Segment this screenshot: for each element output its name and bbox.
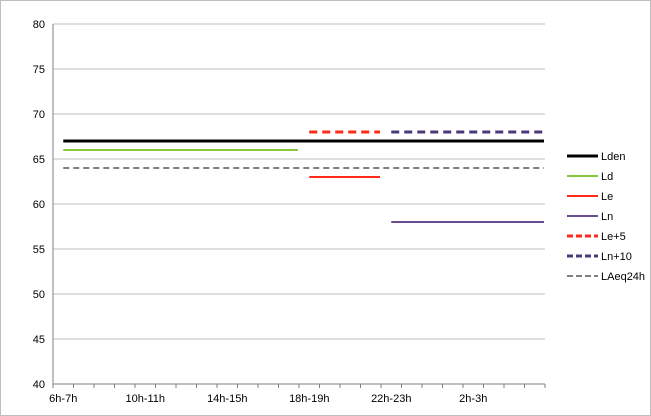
y-tick-label-55: 55 — [33, 244, 45, 256]
legend-label-le-5: Le+5 — [601, 231, 626, 243]
legend-label-ln-10: Ln+10 — [601, 251, 632, 263]
x-tick-label-2h-3h: 2h-3h — [459, 393, 487, 405]
y-tick-label-40: 40 — [33, 379, 45, 391]
x-tick-label-18h-19h: 18h-19h — [289, 393, 329, 405]
y-tick-label-45: 45 — [33, 334, 45, 346]
y-tick-label-65: 65 — [33, 154, 45, 166]
legend-label-ln: Ln — [601, 211, 613, 223]
x-tick-label-14h-15h: 14h-15h — [207, 393, 247, 405]
legend-label-le: Le — [601, 191, 613, 203]
legend-label-lden: Lden — [601, 151, 625, 163]
y-tick-label-50: 50 — [33, 289, 45, 301]
y-tick-label-60: 60 — [33, 199, 45, 211]
x-tick-label-22h-23h: 22h-23h — [371, 393, 411, 405]
y-tick-label-70: 70 — [33, 109, 45, 121]
x-tick-label-10h-11h: 10h-11h — [125, 393, 165, 405]
legend-label-ld: Ld — [601, 171, 613, 183]
y-tick-label-75: 75 — [33, 64, 45, 76]
x-tick-label-6h-7h: 6h-7h — [49, 393, 77, 405]
y-tick-label-80: 80 — [33, 19, 45, 31]
legend-label-laeq24h: LAeq24h — [601, 271, 645, 283]
